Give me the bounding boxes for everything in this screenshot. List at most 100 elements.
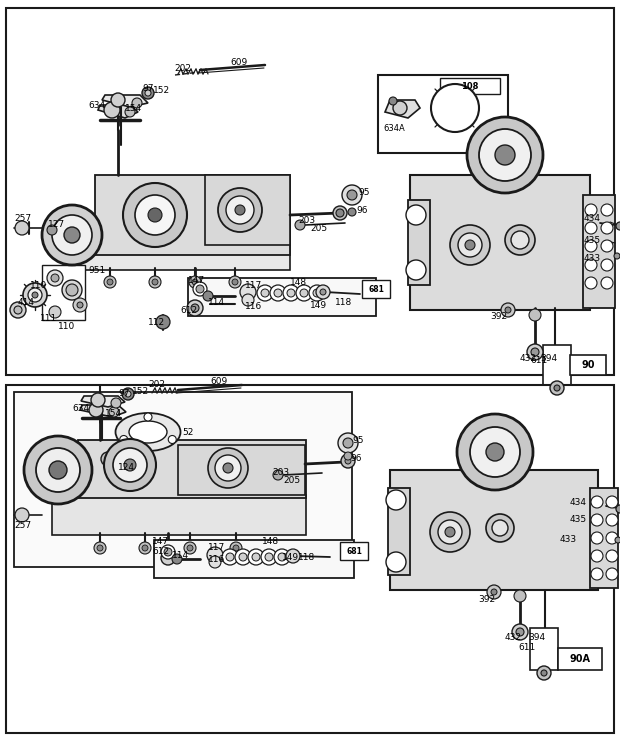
Circle shape	[601, 222, 613, 234]
Text: 257: 257	[14, 214, 31, 223]
Circle shape	[139, 542, 151, 554]
Circle shape	[49, 461, 67, 479]
Circle shape	[240, 284, 256, 300]
Circle shape	[122, 388, 134, 400]
Circle shape	[23, 283, 47, 307]
Text: 152: 152	[132, 387, 149, 395]
Circle shape	[529, 309, 541, 321]
Circle shape	[235, 205, 245, 215]
Text: 118: 118	[298, 554, 315, 562]
Circle shape	[393, 101, 407, 115]
Circle shape	[606, 568, 618, 580]
Polygon shape	[95, 175, 290, 255]
Circle shape	[148, 208, 162, 222]
Text: 149: 149	[310, 301, 327, 309]
Circle shape	[252, 553, 260, 561]
Circle shape	[606, 550, 618, 562]
Bar	[378, 75, 508, 153]
Polygon shape	[81, 396, 125, 407]
Circle shape	[24, 436, 92, 504]
Bar	[440, 78, 500, 94]
Text: 52: 52	[182, 427, 193, 436]
Polygon shape	[78, 440, 306, 498]
Circle shape	[601, 259, 613, 271]
Circle shape	[273, 470, 283, 480]
Circle shape	[10, 302, 26, 318]
Text: 434: 434	[570, 497, 587, 507]
Circle shape	[89, 403, 103, 417]
Circle shape	[242, 294, 254, 306]
Text: 634: 634	[72, 404, 89, 413]
Circle shape	[486, 514, 514, 542]
Polygon shape	[80, 405, 126, 417]
Circle shape	[196, 285, 204, 293]
Text: 434: 434	[584, 214, 601, 223]
Circle shape	[457, 414, 533, 490]
Polygon shape	[583, 195, 615, 308]
Text: 95: 95	[352, 436, 363, 444]
Text: 112: 112	[148, 318, 165, 326]
Circle shape	[516, 628, 524, 636]
Circle shape	[295, 220, 305, 230]
Circle shape	[239, 553, 247, 561]
Bar	[530, 628, 558, 670]
Circle shape	[512, 624, 528, 640]
Circle shape	[47, 225, 57, 235]
Circle shape	[591, 568, 603, 580]
Bar	[543, 345, 571, 385]
Polygon shape	[178, 445, 305, 495]
Circle shape	[265, 553, 273, 561]
Circle shape	[585, 277, 597, 289]
Text: 95: 95	[358, 188, 370, 197]
Text: 394: 394	[540, 353, 557, 363]
Circle shape	[406, 205, 426, 225]
Circle shape	[606, 532, 618, 544]
Text: 90A: 90A	[570, 654, 590, 664]
Circle shape	[345, 458, 351, 464]
Text: 152: 152	[153, 85, 170, 94]
Circle shape	[338, 433, 358, 453]
Circle shape	[36, 448, 80, 492]
Circle shape	[341, 454, 355, 468]
Circle shape	[465, 240, 475, 250]
Text: 414: 414	[18, 298, 35, 306]
Circle shape	[14, 306, 22, 314]
Circle shape	[156, 315, 170, 329]
Circle shape	[492, 520, 508, 536]
Circle shape	[541, 670, 547, 676]
Text: 609: 609	[210, 376, 228, 386]
Circle shape	[101, 452, 115, 466]
Circle shape	[144, 413, 152, 421]
Circle shape	[300, 289, 308, 297]
Circle shape	[104, 439, 156, 491]
Circle shape	[94, 542, 106, 554]
Text: 432: 432	[505, 634, 522, 643]
Polygon shape	[390, 470, 598, 590]
Circle shape	[208, 448, 248, 488]
Circle shape	[486, 443, 504, 461]
Circle shape	[104, 276, 116, 288]
Circle shape	[111, 398, 121, 408]
Circle shape	[261, 549, 277, 565]
Text: 147: 147	[152, 537, 169, 547]
Circle shape	[343, 438, 353, 448]
Circle shape	[386, 552, 406, 572]
Circle shape	[233, 545, 239, 551]
Circle shape	[320, 289, 326, 295]
Bar	[154, 540, 354, 578]
Circle shape	[601, 204, 613, 216]
Circle shape	[149, 276, 161, 288]
Circle shape	[124, 459, 136, 471]
Circle shape	[344, 452, 352, 460]
Circle shape	[109, 407, 119, 417]
Circle shape	[187, 545, 193, 551]
Circle shape	[229, 276, 241, 288]
Text: 148: 148	[262, 537, 279, 547]
Circle shape	[550, 381, 564, 395]
Bar	[362, 280, 390, 298]
Circle shape	[309, 285, 325, 301]
Circle shape	[616, 222, 620, 230]
Text: 609: 609	[230, 57, 247, 67]
Circle shape	[184, 542, 196, 554]
Circle shape	[286, 549, 300, 563]
